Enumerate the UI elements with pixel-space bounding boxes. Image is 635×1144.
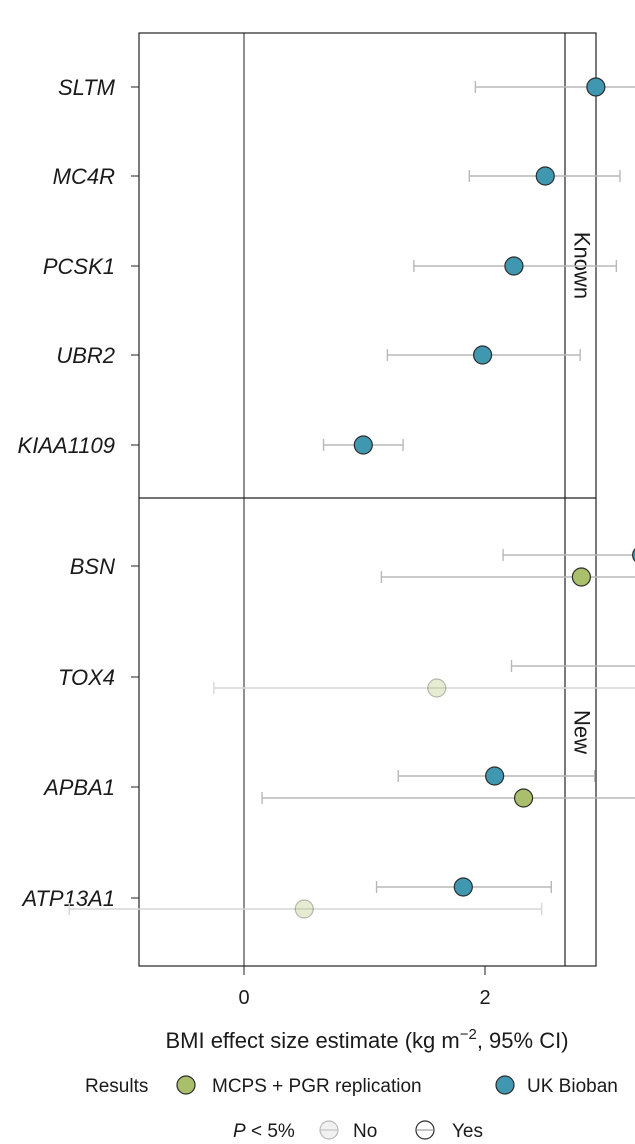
plot-frame (138, 32, 597, 967)
point-apba1-mcps (513, 788, 534, 808)
gene-label-tox4: TOX4 (58, 665, 115, 690)
legend-p-title: P < 5% (233, 1121, 295, 1142)
point-pcsk1-ukb (504, 256, 524, 276)
x-tick-label: 2 (479, 987, 490, 1009)
gene-label-sltm: SLTM (58, 75, 116, 100)
point-kiaa1109-ukb (353, 435, 373, 455)
x-tick-label: 0 (238, 987, 249, 1009)
gene-label-atp13a1: ATP13A1 (20, 886, 115, 911)
gene-label-apba1: APBA1 (42, 775, 115, 800)
legend-mcps-label: MCPS + PGR replication (212, 1076, 422, 1097)
gene-label-mc4r: MC4R (53, 164, 115, 189)
point-mc4r-ukb (535, 166, 555, 186)
legend-p-no-label: No (353, 1121, 377, 1142)
point-apba1-ukb (485, 766, 505, 786)
point-bsn-ukb (632, 548, 635, 562)
legend-ukb-swatch (495, 1075, 515, 1095)
gene-label-bsn: BSN (70, 554, 115, 579)
gene-label-pcsk1: PCSK1 (43, 254, 115, 279)
legend-results-title: Results (85, 1076, 148, 1097)
point-atp13a1-mcps (294, 899, 314, 919)
facet-label-new: New (570, 710, 595, 754)
point-sltm-ukb (586, 77, 606, 97)
legend-p-yes-label: Yes (452, 1121, 483, 1142)
gene-label-ubr2: UBR2 (56, 343, 115, 368)
x-axis-title: BMI effect size estimate (kg m−2, 95% CI… (165, 1026, 568, 1053)
point-ubr2-ukb (472, 345, 493, 365)
point-atp13a1-ukb (453, 877, 473, 897)
point-tox4-mcps (427, 678, 447, 698)
legend-ukb-label: UK Bioban (527, 1076, 618, 1097)
gene-label-kiaa1109: KIAA1109 (18, 433, 115, 458)
legend-mcps-swatch (176, 1075, 196, 1095)
point-bsn-mcps (571, 567, 592, 587)
